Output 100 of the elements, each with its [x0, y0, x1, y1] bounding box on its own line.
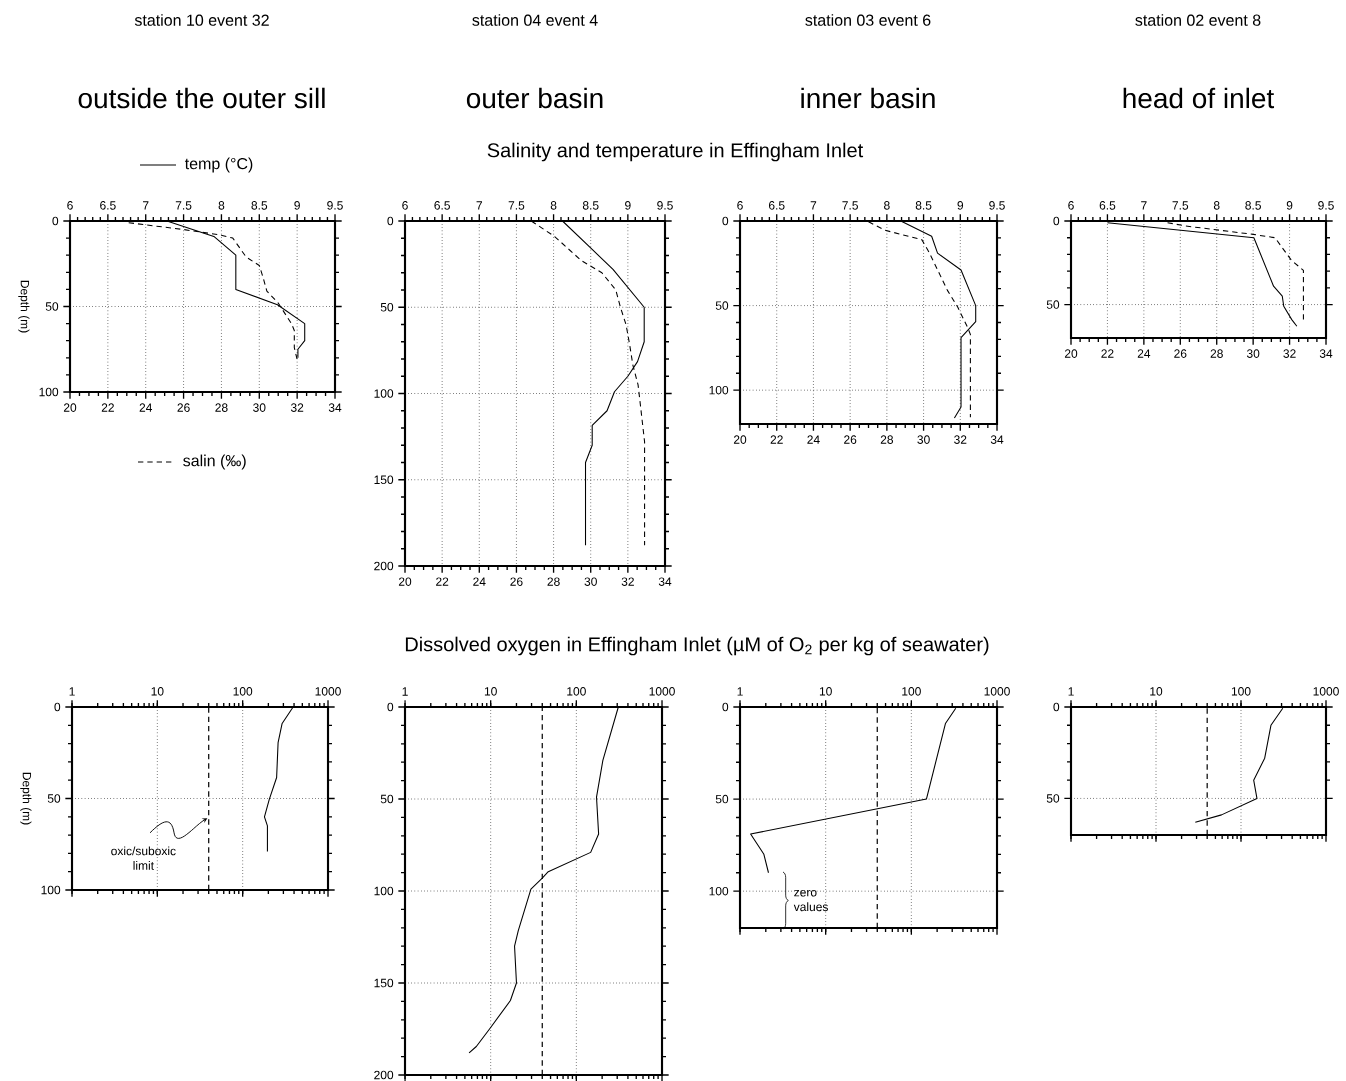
y-tick-label: 0: [1053, 216, 1060, 226]
x-tick-label: 24: [473, 577, 486, 586]
y-tick-label: 50: [715, 301, 729, 310]
x2-tick-label: 8.5: [582, 201, 599, 210]
x-tick-label: 24: [1137, 349, 1151, 358]
x2-tick-label: 6.5: [434, 201, 450, 210]
x2-tick-label: 7.5: [1172, 201, 1189, 210]
x-tick-label: 28: [215, 403, 228, 412]
x-tick-label: 34: [990, 435, 1004, 444]
annotation: zero values: [793, 889, 828, 912]
y-tick-label: 0: [52, 216, 59, 226]
y-tick-label: 100: [39, 387, 59, 397]
text: Dissolved oxygen in Effingham Inlet (µM of O$_{2}$ per kg of seawater): [405, 636, 989, 656]
x-tick-label: 1: [1068, 687, 1074, 696]
x-tick-label: 32: [954, 435, 967, 444]
x2-tick-label: 8.5: [915, 201, 932, 210]
x-tick-label: 34: [1319, 349, 1333, 358]
y-tick-label: 100: [41, 885, 61, 895]
x-tick-label: 22: [436, 577, 449, 586]
annotation: oxic/suboxic limit: [111, 846, 176, 870]
y-tick-label: 100: [374, 886, 394, 896]
x-tick-label: 10: [1150, 687, 1163, 696]
x-tick-label: 10: [484, 687, 497, 696]
x-tick-label: 28: [1210, 349, 1223, 358]
x-tick-label: 30: [917, 435, 930, 444]
x2-tick-label: 7.5: [508, 201, 525, 210]
x2-tick-label: 6: [1068, 201, 1074, 210]
y-tick-label: 50: [45, 302, 59, 311]
x-tick-label: 24: [807, 435, 820, 444]
x-tick-label: 28: [547, 577, 560, 586]
x2-tick-label: 8.5: [1245, 201, 1261, 210]
y-tick-label: 0: [1053, 702, 1060, 712]
x-tick-label: 22: [101, 403, 114, 412]
x-tick-label: 28: [880, 435, 894, 444]
x2-tick-label: 8: [1213, 201, 1220, 210]
y-tick-label: 100: [709, 886, 729, 896]
x2-tick-label: 8: [550, 201, 557, 210]
x2-tick-label: 6: [402, 201, 408, 210]
x-tick-label: 26: [844, 435, 857, 444]
y-tick-label: 200: [374, 1070, 394, 1080]
x2-tick-label: 9: [957, 201, 964, 210]
y-tick-label: 0: [54, 702, 61, 712]
y-tick-label: 0: [387, 702, 394, 712]
x-tick-label: 100: [567, 687, 586, 696]
x-tick-label: 34: [658, 577, 672, 586]
x2-tick-label: 8: [218, 201, 225, 210]
x2-tick-label: 9.5: [989, 201, 1005, 210]
y-tick-label: 50: [47, 794, 61, 803]
y-tick-label: 150: [374, 475, 394, 485]
x-tick-label: 30: [1246, 349, 1260, 358]
y-tick-label: 100: [709, 385, 729, 395]
x2-tick-label: 7: [810, 201, 817, 210]
y-axis-title: Depth (m): [18, 280, 30, 333]
x-tick-label: 26: [1174, 349, 1187, 358]
x2-tick-label: 7.5: [175, 201, 192, 210]
x-tick-label: 30: [584, 577, 597, 586]
x-tick-label: 32: [290, 403, 304, 412]
x2-tick-label: 7: [476, 201, 483, 210]
x-tick-label: 1000: [1313, 687, 1339, 696]
x2-tick-label: 7.5: [842, 201, 858, 210]
text: Salinity and temperature in Effingham Inlet: [487, 142, 864, 162]
y-tick-label: 50: [715, 794, 729, 804]
x-tick-label: 20: [1064, 349, 1078, 358]
x2-tick-label: 9: [294, 201, 300, 210]
y-tick-label: 50: [380, 794, 394, 804]
x-tick-label: 26: [510, 577, 523, 586]
chart-subtitle: head of inlet: [1123, 87, 1275, 109]
y-tick-label: 50: [1046, 300, 1060, 309]
x-tick-label: 30: [253, 403, 266, 412]
x-tick-label: 20: [733, 435, 747, 444]
x-tick-label: 20: [398, 577, 412, 586]
x-tick-label: 1000: [315, 687, 341, 696]
x2-tick-label: 6.5: [100, 201, 116, 210]
x-tick-label: 22: [770, 435, 783, 444]
chart-subtitle: outside the outer sill: [78, 87, 325, 109]
x2-tick-label: 6: [67, 201, 73, 210]
x2-tick-label: 9.5: [1318, 201, 1334, 210]
x-tick-label: 10: [151, 687, 164, 696]
chart-title: station 03 event 6: [805, 14, 931, 26]
x-tick-label: 20: [63, 403, 77, 412]
y-tick-label: 150: [374, 978, 394, 988]
x-tick-label: 100: [233, 687, 253, 696]
x-tick-label: 1000: [984, 687, 1010, 696]
x-tick-label: 100: [1231, 687, 1251, 696]
chart-title: station 04 event 4: [472, 14, 598, 26]
x2-tick-label: 9: [625, 201, 631, 210]
legend-label: temp (°C): [184, 157, 253, 173]
x-tick-label: 1: [69, 687, 75, 696]
x-tick-label: 24: [139, 403, 153, 412]
x-tick-label: 1: [737, 687, 743, 696]
x2-tick-label: 9: [1286, 201, 1293, 210]
x-tick-label: 32: [621, 577, 634, 586]
x-tick-label: 1: [402, 687, 408, 696]
chart-title: station 10 event 32: [134, 14, 269, 26]
x-tick-label: 1000: [649, 687, 675, 696]
y-tick-label: 50: [380, 303, 394, 312]
y-axis-title: Depth (m): [20, 772, 32, 825]
y-tick-label: 0: [387, 216, 394, 226]
x-tick-label: 22: [1101, 349, 1114, 358]
chart-subtitle: outer basin: [466, 87, 603, 109]
